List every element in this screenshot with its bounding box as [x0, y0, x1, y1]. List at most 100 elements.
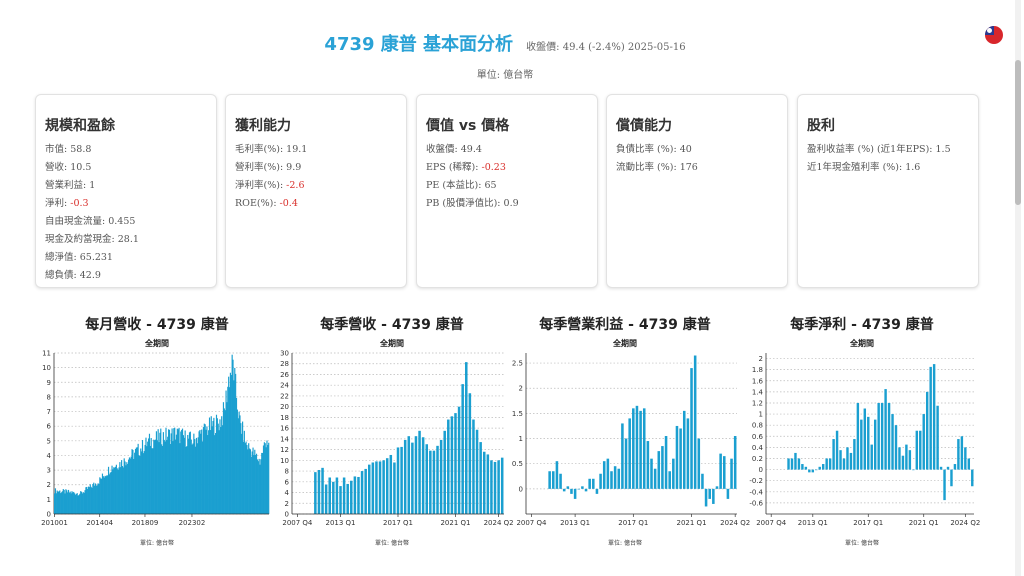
bar — [821, 464, 825, 470]
metric-label: PB (股價淨值比): — [426, 198, 504, 209]
y-tick-label: 0 — [47, 511, 51, 519]
metric-row: 盈利收益率 (%) (近1年EPS): 1.5 — [807, 141, 969, 159]
bar — [221, 416, 223, 514]
bar — [257, 461, 259, 514]
bar — [170, 433, 172, 514]
bar — [84, 490, 86, 514]
bar — [113, 467, 115, 514]
y-tick-label: 0.5 — [512, 460, 523, 468]
metric-value: -0.3 — [70, 198, 89, 209]
bar — [258, 458, 260, 514]
bar — [175, 434, 178, 514]
bar — [125, 465, 127, 514]
y-tick-label: 1.4 — [752, 388, 764, 396]
bar — [375, 461, 378, 514]
bar — [447, 419, 450, 514]
bar — [214, 435, 216, 514]
bar — [382, 460, 385, 514]
scrollbar[interactable] — [1015, 0, 1021, 576]
bar — [497, 460, 500, 514]
metric-label: 收盤價: — [426, 144, 461, 155]
bar — [163, 439, 165, 514]
metric-value: 1.5 — [935, 144, 951, 155]
bar — [120, 467, 122, 514]
bar — [161, 445, 164, 514]
bar — [174, 439, 177, 514]
bar — [346, 483, 349, 514]
bar — [606, 458, 610, 489]
bar — [132, 449, 134, 514]
x-tick-label: 2007 Q4 — [756, 519, 787, 527]
bar — [199, 429, 201, 514]
chart-subtitle: 全期間 — [613, 339, 637, 348]
bar — [87, 489, 89, 514]
bar — [256, 459, 258, 514]
taiwan-flag-icon[interactable] — [985, 26, 1003, 44]
metric-value: 19.1 — [286, 144, 308, 155]
bar — [244, 443, 246, 514]
bar — [915, 430, 919, 470]
scrollbar-thumb[interactable] — [1015, 60, 1021, 205]
bar — [393, 462, 396, 514]
bar — [116, 468, 118, 514]
bar — [235, 373, 237, 514]
bar — [672, 458, 675, 489]
bar — [161, 444, 163, 514]
bar — [115, 464, 117, 514]
bar — [194, 439, 196, 514]
bar — [248, 443, 250, 514]
bar — [957, 439, 960, 470]
y-tick-label: 10 — [42, 364, 51, 372]
y-tick-label: 18 — [280, 414, 289, 422]
bar — [75, 493, 77, 514]
bar — [82, 492, 84, 514]
bar — [107, 466, 110, 514]
x-tick-label: 2013 Q1 — [326, 519, 356, 527]
bar — [188, 438, 190, 514]
y-tick-label: 1.6 — [752, 377, 764, 385]
bar — [127, 459, 130, 514]
bar — [639, 410, 642, 489]
bar — [468, 393, 472, 514]
bar — [624, 438, 628, 489]
unit-label: 單位: 億台幣 — [476, 70, 534, 81]
bar — [908, 450, 912, 470]
bar — [371, 462, 375, 514]
y-tick-label: 1 — [519, 435, 523, 443]
bar — [804, 466, 808, 470]
bar — [198, 431, 200, 514]
y-tick-label: 8 — [47, 393, 51, 401]
bar — [201, 441, 204, 514]
bar — [109, 472, 111, 514]
bar — [260, 459, 262, 514]
y-tick-label: 2 — [759, 355, 763, 363]
y-tick-label: 30 — [280, 350, 289, 358]
metric-card: 價值 vs 價格 收盤價: 49.4 EPS (稀釋): -0.23 PE (本益比)… — [416, 94, 598, 288]
bar — [118, 467, 120, 514]
bar — [653, 468, 657, 489]
metric-row: 負債比率 (%): 40 — [616, 141, 778, 159]
bar — [235, 397, 238, 514]
bar — [328, 477, 331, 514]
y-tick-label: 0 — [519, 485, 523, 493]
bar — [697, 438, 701, 489]
bar — [201, 429, 203, 514]
metric-label: 流動比率 (%): — [616, 162, 680, 173]
bar — [140, 448, 142, 514]
metric-value: 49.4 — [460, 144, 482, 155]
y-tick-label: 8 — [285, 468, 289, 476]
bar — [142, 453, 144, 514]
y-tick-label: 0 — [759, 466, 763, 474]
bar — [101, 473, 104, 514]
bar — [443, 430, 446, 514]
y-tick-label: 22 — [280, 392, 289, 400]
x-tick-label: 201404 — [86, 519, 113, 527]
bar — [99, 477, 101, 514]
bar — [268, 442, 270, 514]
bar — [573, 488, 577, 499]
x-tick-label: 2013 Q1 — [560, 519, 590, 527]
bar — [193, 433, 195, 514]
bar — [208, 417, 211, 514]
bar — [261, 452, 263, 514]
bar — [712, 488, 715, 504]
